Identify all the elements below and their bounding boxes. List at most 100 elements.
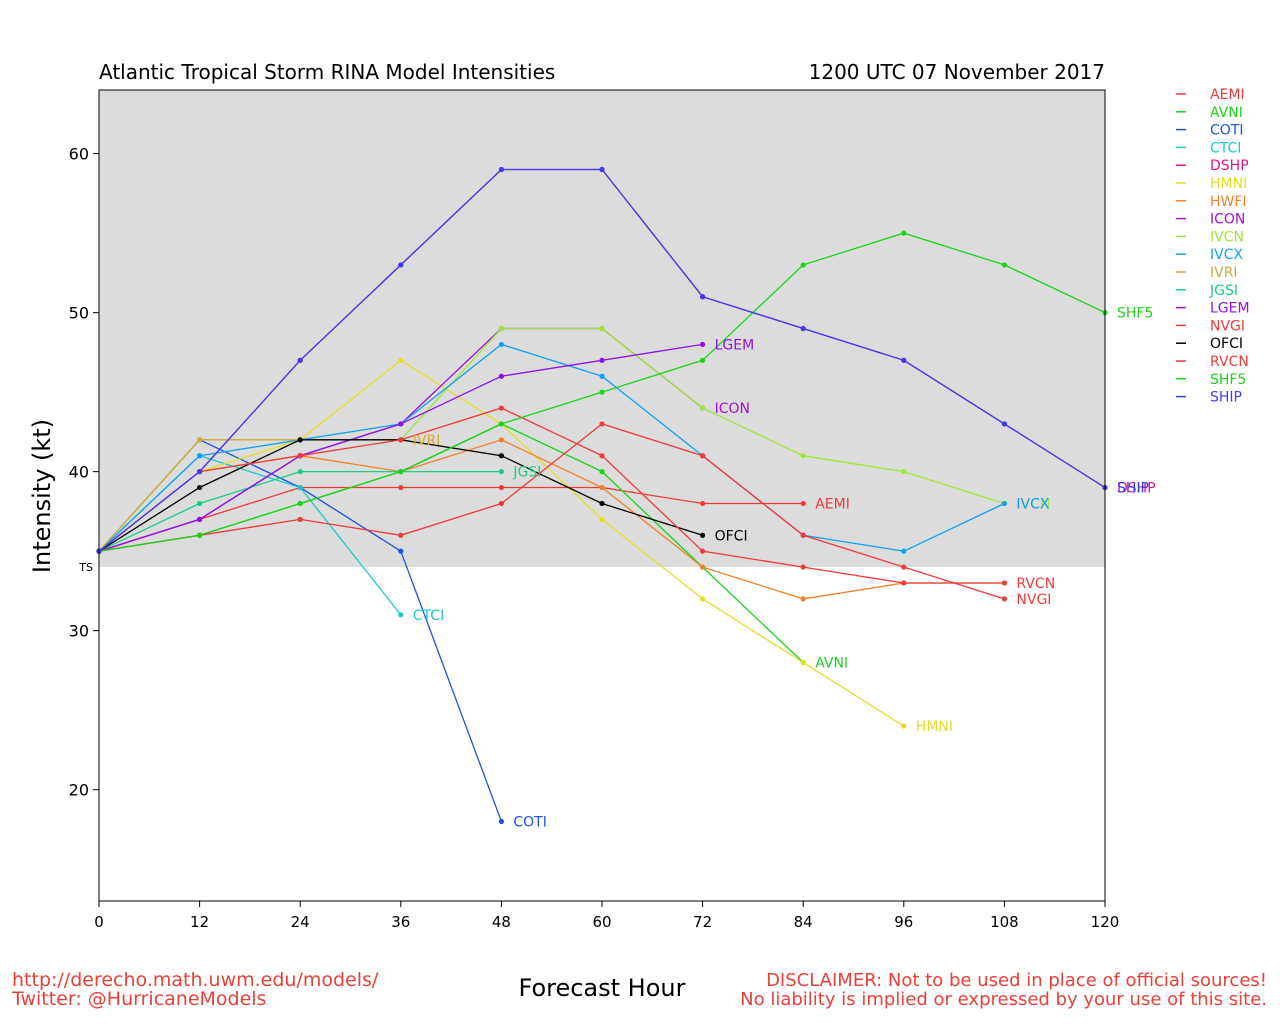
data-point-ivcn bbox=[800, 453, 806, 459]
data-point-nvgi bbox=[1001, 596, 1008, 602]
series-line-nvgi bbox=[98, 423, 1005, 600]
data-point-hmni bbox=[800, 659, 806, 666]
end-label-icon: ICON bbox=[715, 401, 750, 417]
data-point-nvgi bbox=[398, 532, 404, 538]
data-point-aemi bbox=[398, 484, 404, 491]
footer-disclaimer-line-2: No liability is implied or expressed by … bbox=[740, 989, 1267, 1010]
data-point-jgsi bbox=[297, 469, 303, 475]
x-tick-label: 12 bbox=[190, 913, 209, 931]
legend-item-icon: ICON bbox=[1176, 212, 1245, 228]
data-point-coti bbox=[398, 548, 404, 554]
legend-item-ship: SHIP bbox=[1176, 390, 1242, 406]
legend-item-coti: COTI bbox=[1176, 123, 1243, 139]
end-label-ship: SHIP bbox=[1117, 481, 1149, 497]
data-point-aemi bbox=[498, 484, 504, 491]
series-layer bbox=[96, 166, 1108, 825]
data-point-coti bbox=[498, 818, 504, 825]
data-point-jgsi bbox=[498, 469, 504, 475]
data-point-rvcn bbox=[498, 405, 504, 411]
data-point-ofci bbox=[599, 500, 605, 507]
data-point-rvcn bbox=[700, 548, 706, 554]
data-point-hwfi bbox=[599, 484, 605, 491]
legend-item-rvcn: RVCN bbox=[1176, 354, 1249, 370]
end-label-shf5: SHF5 bbox=[1117, 306, 1153, 322]
y-tick-label: 60 bbox=[69, 145, 89, 164]
y-axis-title: Intensity (kt) bbox=[28, 419, 56, 573]
legend-label-aemi: AEMI bbox=[1210, 87, 1245, 103]
end-label-rvcn: RVCN bbox=[1016, 576, 1055, 592]
series-line-aemi bbox=[98, 486, 804, 552]
end-label-ivcn: IVCN bbox=[1016, 496, 1050, 512]
data-point-shf5 bbox=[599, 389, 605, 395]
legend-label-hmni: HMNI bbox=[1210, 176, 1247, 192]
x-tick-label: 84 bbox=[794, 913, 813, 931]
x-tick-label: 24 bbox=[291, 913, 310, 931]
x-tick-label: 108 bbox=[990, 913, 1019, 931]
data-point-ship bbox=[297, 357, 303, 363]
x-tick-label: 48 bbox=[492, 913, 511, 931]
y-tick-label: 30 bbox=[69, 622, 89, 641]
data-point-ship bbox=[901, 357, 907, 363]
data-point-hwfi bbox=[800, 596, 806, 602]
y-tick-label: 40 bbox=[69, 463, 89, 482]
legend-label-avni: AVNI bbox=[1210, 105, 1243, 121]
data-point-ship bbox=[398, 262, 404, 268]
footer-disclaimer-line-1: DISCLAIMER: Not to be used in place of o… bbox=[766, 970, 1267, 991]
data-point-avni bbox=[599, 469, 605, 475]
data-point-rvcn bbox=[297, 453, 303, 459]
data-point-nvgi bbox=[498, 500, 504, 507]
data-point-ship bbox=[498, 166, 504, 173]
data-point-aemi bbox=[800, 500, 806, 507]
end-label-ivcx: IVCX bbox=[1016, 496, 1049, 512]
data-point-shf5 bbox=[1001, 262, 1008, 268]
data-point-shf5 bbox=[197, 532, 203, 538]
x-tick-label: 60 bbox=[592, 913, 611, 931]
data-point-shf5 bbox=[498, 421, 504, 427]
data-point-ivcx bbox=[197, 453, 203, 459]
legend-item-dshp: DSHP bbox=[1176, 158, 1249, 174]
end-label-nvgi: NVGI bbox=[1016, 592, 1051, 608]
data-point-ivcn bbox=[700, 405, 706, 411]
data-point-nvgi bbox=[297, 516, 303, 522]
x-tick-label: 0 bbox=[94, 913, 104, 931]
x-tick-label: 120 bbox=[1091, 913, 1120, 931]
data-point-hmni bbox=[398, 357, 404, 363]
data-point-ivcx bbox=[1001, 500, 1008, 507]
legend-label-ofci: OFCI bbox=[1210, 336, 1243, 352]
legend-item-hmni: HMNI bbox=[1176, 176, 1247, 192]
data-point-aemi bbox=[700, 500, 706, 507]
legend-item-ctci: CTCI bbox=[1176, 140, 1241, 156]
end-label-hmni: HMNI bbox=[916, 719, 953, 735]
axis-ticks: 0 12 24 36 48 60 72 84 96 108 120 20 30 40 50 60 bbox=[69, 145, 1120, 931]
data-point-hmni bbox=[599, 516, 605, 522]
data-point-ivcx bbox=[498, 341, 504, 348]
end-label-jgsi: JGSI bbox=[512, 465, 541, 481]
data-point-ofci bbox=[197, 484, 203, 491]
data-point-ofci bbox=[498, 453, 504, 459]
data-point-ship bbox=[197, 469, 203, 475]
legend-label-lgem: LGEM bbox=[1210, 301, 1250, 317]
data-point-rvcn bbox=[398, 437, 404, 443]
series-line-rvcn bbox=[98, 407, 1005, 584]
legend-label-ship: SHIP bbox=[1210, 390, 1242, 406]
footer-twitter[interactable]: Twitter: @HurricaneModels bbox=[12, 988, 267, 1010]
end-label-avni: AVNI bbox=[815, 655, 848, 671]
data-point-ivcn bbox=[901, 469, 907, 475]
legend-item-ivcx: IVCX bbox=[1176, 247, 1243, 263]
legend-label-dshp: DSHP bbox=[1210, 158, 1249, 174]
legend-label-hwfi: HWFI bbox=[1210, 194, 1247, 210]
legend-label-ivcx: IVCX bbox=[1210, 247, 1243, 263]
series-line-ivcx bbox=[98, 343, 1005, 552]
end-label-ivri: IVRI bbox=[413, 433, 441, 449]
end-label-ctci: CTCI bbox=[413, 608, 444, 624]
footer-url[interactable]: http://derecho.math.uwm.edu/models/ bbox=[12, 969, 379, 991]
chart-subtitle: 1200 UTC 07 November 2017 bbox=[809, 60, 1105, 84]
end-label-dshp: DSHP bbox=[1117, 481, 1156, 497]
data-point-ctci bbox=[398, 612, 404, 618]
legend-label-shf5: SHF5 bbox=[1210, 372, 1246, 388]
end-label-lgem: LGEM bbox=[715, 337, 755, 353]
data-point-shf5 bbox=[700, 357, 706, 363]
legend-item-nvgi: NVGI bbox=[1176, 318, 1245, 334]
